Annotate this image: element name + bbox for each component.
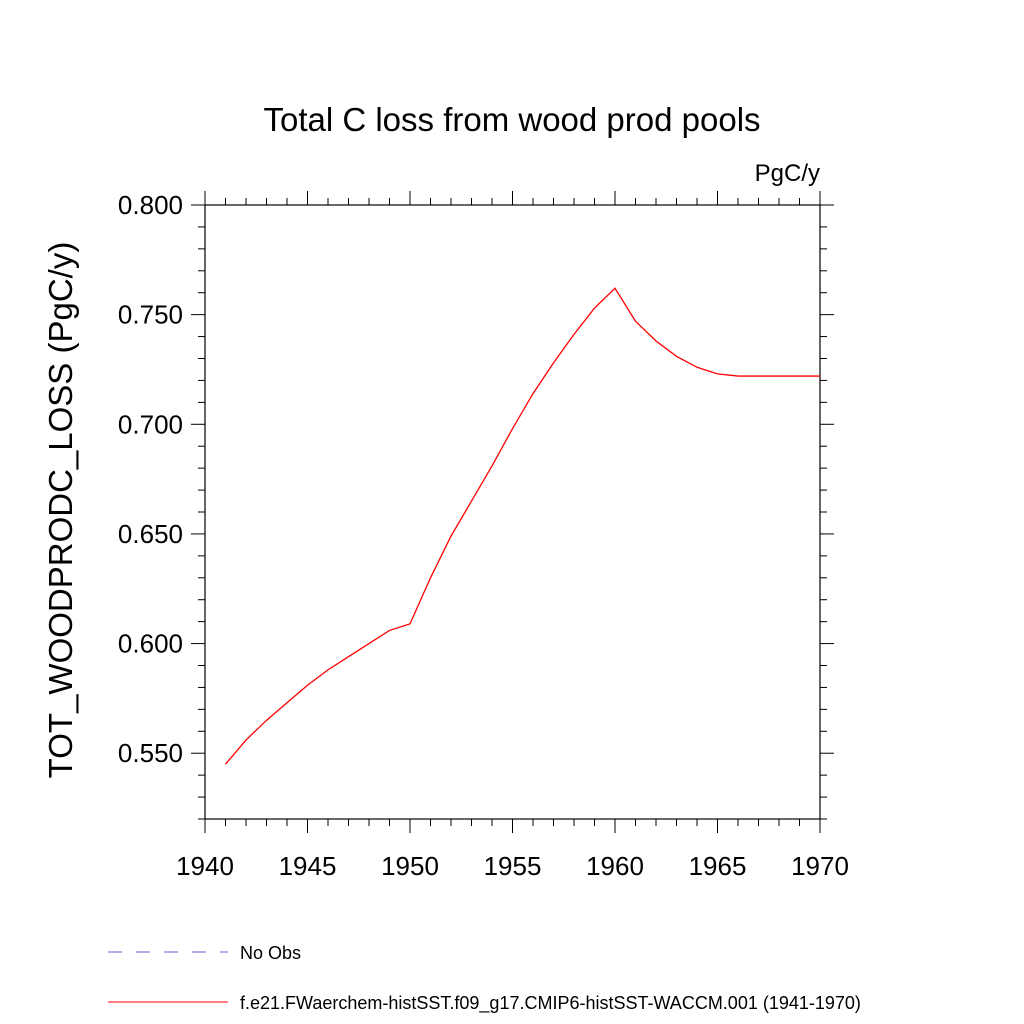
legend-label: f.e21.FWaerchem-histSST.f09_g17.CMIP6-hi… — [240, 993, 861, 1014]
y-tick-labels: 0.550 0.600 0.650 0.700 0.750 0.800 — [118, 190, 183, 768]
axis-ticks — [191, 191, 834, 833]
series-line-0 — [225, 287, 820, 765]
x-tick-label: 1955 — [484, 851, 542, 881]
legend-label: No Obs — [240, 943, 301, 963]
x-tick-label: 1945 — [279, 851, 337, 881]
legend: No Obs f.e21.FWaerchem-histSST.f09_g17.CM… — [108, 943, 861, 1014]
series-layer — [225, 287, 820, 765]
x-tick-labels: 1940 1945 1950 1955 1960 1965 1970 — [176, 851, 849, 881]
x-tick-label: 1940 — [176, 851, 234, 881]
y-tick-label: 0.700 — [118, 409, 183, 439]
y-tick-label: 0.550 — [118, 738, 183, 768]
y-tick-label: 0.800 — [118, 190, 183, 220]
y-axis-label: TOT_WOODPRODC_LOSS (PgC/y) — [42, 242, 79, 779]
x-tick-label: 1960 — [586, 851, 644, 881]
plot-frame — [204, 204, 821, 820]
x-tick-label: 1965 — [689, 851, 747, 881]
y-tick-label: 0.650 — [118, 519, 183, 549]
x-tick-label: 1970 — [791, 851, 849, 881]
units-label: PgC/y — [755, 160, 820, 187]
y-tick-label: 0.750 — [118, 300, 183, 330]
y-tick-label: 0.600 — [118, 629, 183, 659]
x-tick-label: 1950 — [381, 851, 439, 881]
chart-title: Total C loss from wood prod pools — [263, 101, 760, 138]
